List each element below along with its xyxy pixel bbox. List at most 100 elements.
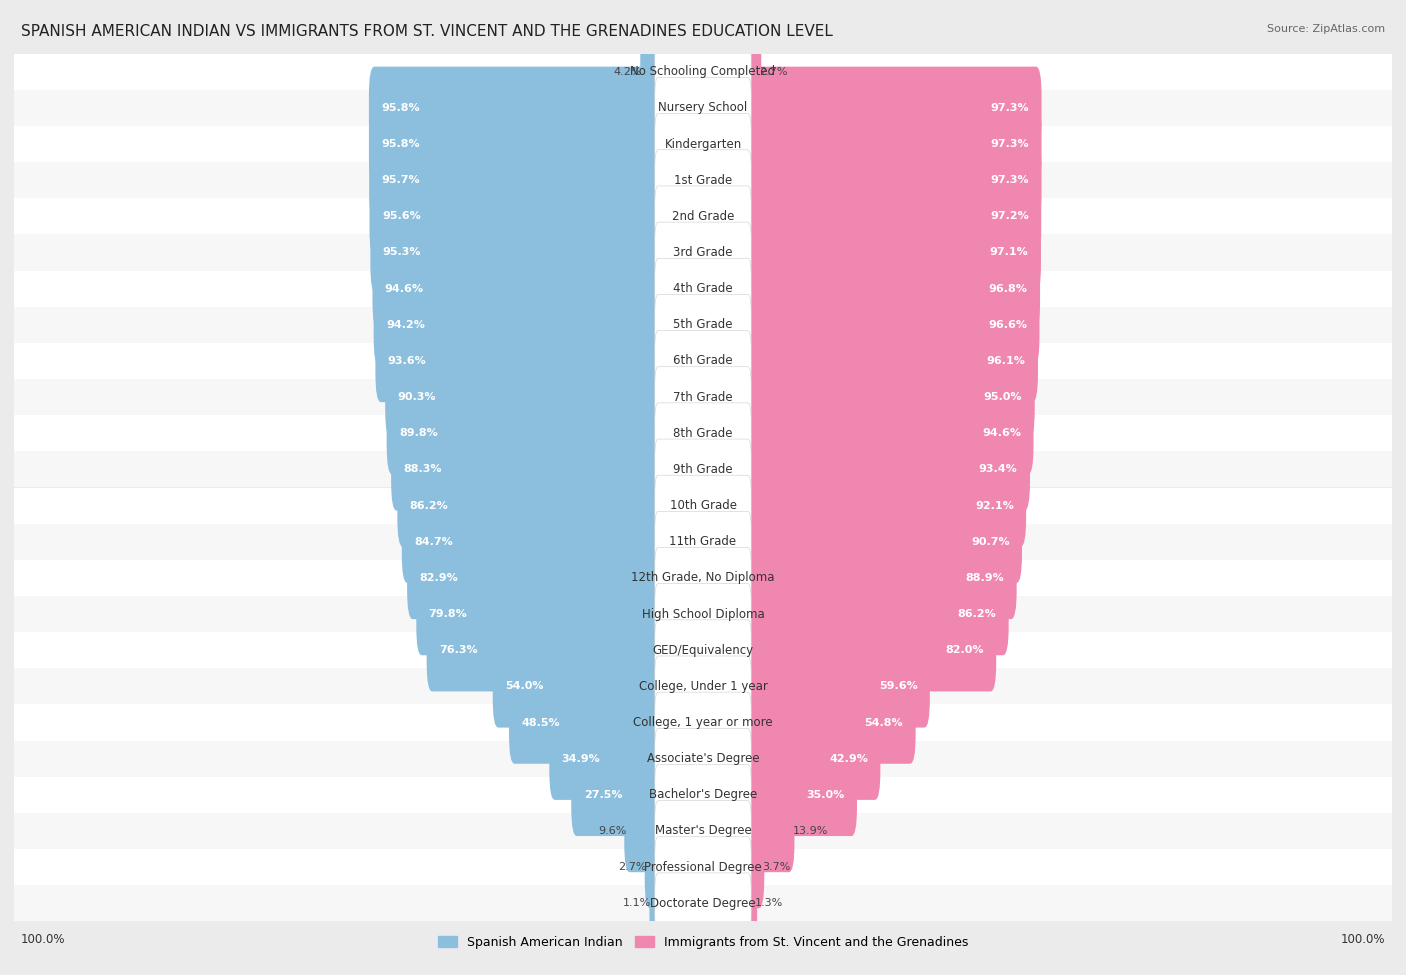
Text: 1st Grade: 1st Grade [673, 174, 733, 186]
Text: High School Diploma: High School Diploma [641, 607, 765, 620]
Text: 4.2%: 4.2% [614, 66, 643, 77]
FancyBboxPatch shape [742, 66, 1042, 149]
Bar [14, 596, 1392, 632]
Text: 94.6%: 94.6% [385, 284, 423, 293]
Text: 100.0%: 100.0% [1340, 933, 1385, 946]
Text: 97.1%: 97.1% [990, 248, 1029, 257]
FancyBboxPatch shape [370, 176, 664, 257]
Text: 86.2%: 86.2% [957, 609, 997, 619]
Bar [14, 307, 1392, 343]
Text: 97.3%: 97.3% [990, 176, 1029, 185]
Bar [14, 234, 1392, 270]
Text: College, 1 year or more: College, 1 year or more [633, 716, 773, 729]
FancyBboxPatch shape [387, 392, 664, 475]
FancyBboxPatch shape [742, 176, 1042, 257]
Text: 82.9%: 82.9% [419, 573, 458, 583]
FancyBboxPatch shape [655, 150, 751, 211]
FancyBboxPatch shape [385, 356, 664, 439]
Text: 48.5%: 48.5% [522, 718, 560, 727]
Text: 7th Grade: 7th Grade [673, 391, 733, 404]
FancyBboxPatch shape [655, 475, 751, 536]
FancyBboxPatch shape [742, 790, 794, 873]
FancyBboxPatch shape [370, 139, 664, 221]
FancyBboxPatch shape [426, 609, 664, 691]
Text: 35.0%: 35.0% [806, 790, 845, 799]
FancyBboxPatch shape [655, 114, 751, 175]
FancyBboxPatch shape [624, 790, 664, 873]
Bar [14, 415, 1392, 451]
FancyBboxPatch shape [742, 500, 1022, 583]
FancyBboxPatch shape [402, 500, 664, 583]
Text: No Schooling Completed: No Schooling Completed [630, 65, 776, 78]
Text: 93.4%: 93.4% [979, 464, 1018, 475]
FancyBboxPatch shape [742, 682, 915, 763]
FancyBboxPatch shape [398, 464, 664, 547]
Bar [14, 343, 1392, 379]
Text: 79.8%: 79.8% [429, 609, 467, 619]
Text: 1.1%: 1.1% [623, 898, 651, 909]
Bar [14, 524, 1392, 560]
FancyBboxPatch shape [655, 692, 751, 753]
FancyBboxPatch shape [650, 862, 664, 945]
FancyBboxPatch shape [742, 464, 1026, 547]
Text: 95.3%: 95.3% [382, 248, 422, 257]
Text: 88.3%: 88.3% [404, 464, 441, 475]
Text: 12th Grade, No Diploma: 12th Grade, No Diploma [631, 571, 775, 584]
Bar [14, 741, 1392, 777]
Bar [14, 270, 1392, 307]
Text: 1.3%: 1.3% [755, 898, 783, 909]
Text: 11th Grade: 11th Grade [669, 535, 737, 548]
FancyBboxPatch shape [742, 320, 1038, 402]
FancyBboxPatch shape [655, 222, 751, 283]
FancyBboxPatch shape [655, 764, 751, 825]
Text: 27.5%: 27.5% [583, 790, 621, 799]
FancyBboxPatch shape [550, 718, 664, 800]
Text: 84.7%: 84.7% [415, 536, 453, 547]
FancyBboxPatch shape [742, 212, 1040, 293]
FancyBboxPatch shape [742, 645, 929, 727]
Text: Bachelor's Degree: Bachelor's Degree [650, 789, 756, 801]
Text: 97.3%: 97.3% [990, 102, 1029, 113]
FancyBboxPatch shape [742, 754, 858, 836]
Bar [14, 704, 1392, 741]
Text: Doctorate Degree: Doctorate Degree [650, 897, 756, 910]
FancyBboxPatch shape [645, 826, 664, 909]
Text: 96.8%: 96.8% [988, 284, 1028, 293]
Text: 97.2%: 97.2% [990, 212, 1029, 221]
Text: Kindergarten: Kindergarten [665, 137, 741, 150]
Text: 93.6%: 93.6% [388, 356, 426, 366]
FancyBboxPatch shape [742, 428, 1031, 511]
Bar [14, 54, 1392, 90]
Text: 8th Grade: 8th Grade [673, 427, 733, 440]
FancyBboxPatch shape [374, 284, 664, 366]
Text: 96.1%: 96.1% [987, 356, 1025, 366]
Bar [14, 488, 1392, 524]
Text: 90.7%: 90.7% [972, 536, 1010, 547]
FancyBboxPatch shape [655, 620, 751, 681]
FancyBboxPatch shape [742, 718, 880, 800]
FancyBboxPatch shape [391, 428, 664, 511]
Text: Associate's Degree: Associate's Degree [647, 752, 759, 765]
Text: GED/Equivalency: GED/Equivalency [652, 644, 754, 657]
FancyBboxPatch shape [655, 656, 751, 717]
FancyBboxPatch shape [509, 682, 664, 763]
Text: 90.3%: 90.3% [398, 392, 436, 402]
Text: 9.6%: 9.6% [598, 826, 626, 836]
FancyBboxPatch shape [742, 862, 758, 945]
FancyBboxPatch shape [655, 367, 751, 427]
Text: SPANISH AMERICAN INDIAN VS IMMIGRANTS FROM ST. VINCENT AND THE GRENADINES EDUCAT: SPANISH AMERICAN INDIAN VS IMMIGRANTS FR… [21, 24, 832, 39]
FancyBboxPatch shape [375, 320, 664, 402]
FancyBboxPatch shape [742, 248, 1040, 330]
FancyBboxPatch shape [742, 30, 761, 113]
Bar [14, 849, 1392, 885]
FancyBboxPatch shape [742, 139, 1042, 221]
FancyBboxPatch shape [416, 573, 664, 655]
Bar [14, 813, 1392, 849]
Text: 95.7%: 95.7% [381, 176, 420, 185]
FancyBboxPatch shape [742, 609, 997, 691]
Bar [14, 668, 1392, 704]
FancyBboxPatch shape [368, 102, 664, 185]
FancyBboxPatch shape [655, 186, 751, 247]
FancyBboxPatch shape [655, 403, 751, 464]
Text: 13.9%: 13.9% [793, 826, 828, 836]
